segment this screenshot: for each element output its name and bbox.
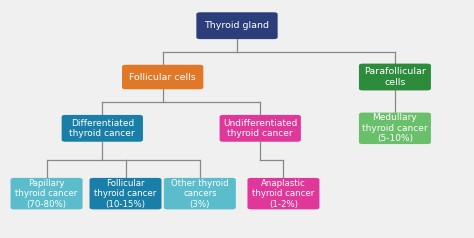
FancyBboxPatch shape xyxy=(359,64,431,90)
FancyBboxPatch shape xyxy=(219,115,301,142)
Text: Undifferentiated
thyroid cancer: Undifferentiated thyroid cancer xyxy=(223,119,297,138)
FancyBboxPatch shape xyxy=(247,178,319,209)
FancyBboxPatch shape xyxy=(90,178,162,209)
FancyBboxPatch shape xyxy=(359,113,431,144)
Text: Medullary
thyroid cancer
(5-10%): Medullary thyroid cancer (5-10%) xyxy=(362,114,428,143)
Text: Differentiated
thyroid cancer: Differentiated thyroid cancer xyxy=(70,119,135,138)
Text: Papillary
thyroid cancer
(70-80%): Papillary thyroid cancer (70-80%) xyxy=(16,179,78,208)
FancyBboxPatch shape xyxy=(196,12,278,39)
Text: Other thyroid
cancers
(3%): Other thyroid cancers (3%) xyxy=(171,179,228,208)
FancyBboxPatch shape xyxy=(122,65,203,89)
Text: Follicular
thyroid cancer
(10-15%): Follicular thyroid cancer (10-15%) xyxy=(94,179,156,208)
Text: Follicular cells: Follicular cells xyxy=(129,73,196,82)
FancyBboxPatch shape xyxy=(164,178,236,209)
Text: Anaplastic
thyroid cancer
(1-2%): Anaplastic thyroid cancer (1-2%) xyxy=(252,179,315,208)
Text: Parafollicular
cells: Parafollicular cells xyxy=(364,67,426,87)
FancyBboxPatch shape xyxy=(62,115,143,142)
Text: Thyroid gland: Thyroid gland xyxy=(204,21,270,30)
FancyBboxPatch shape xyxy=(10,178,82,209)
